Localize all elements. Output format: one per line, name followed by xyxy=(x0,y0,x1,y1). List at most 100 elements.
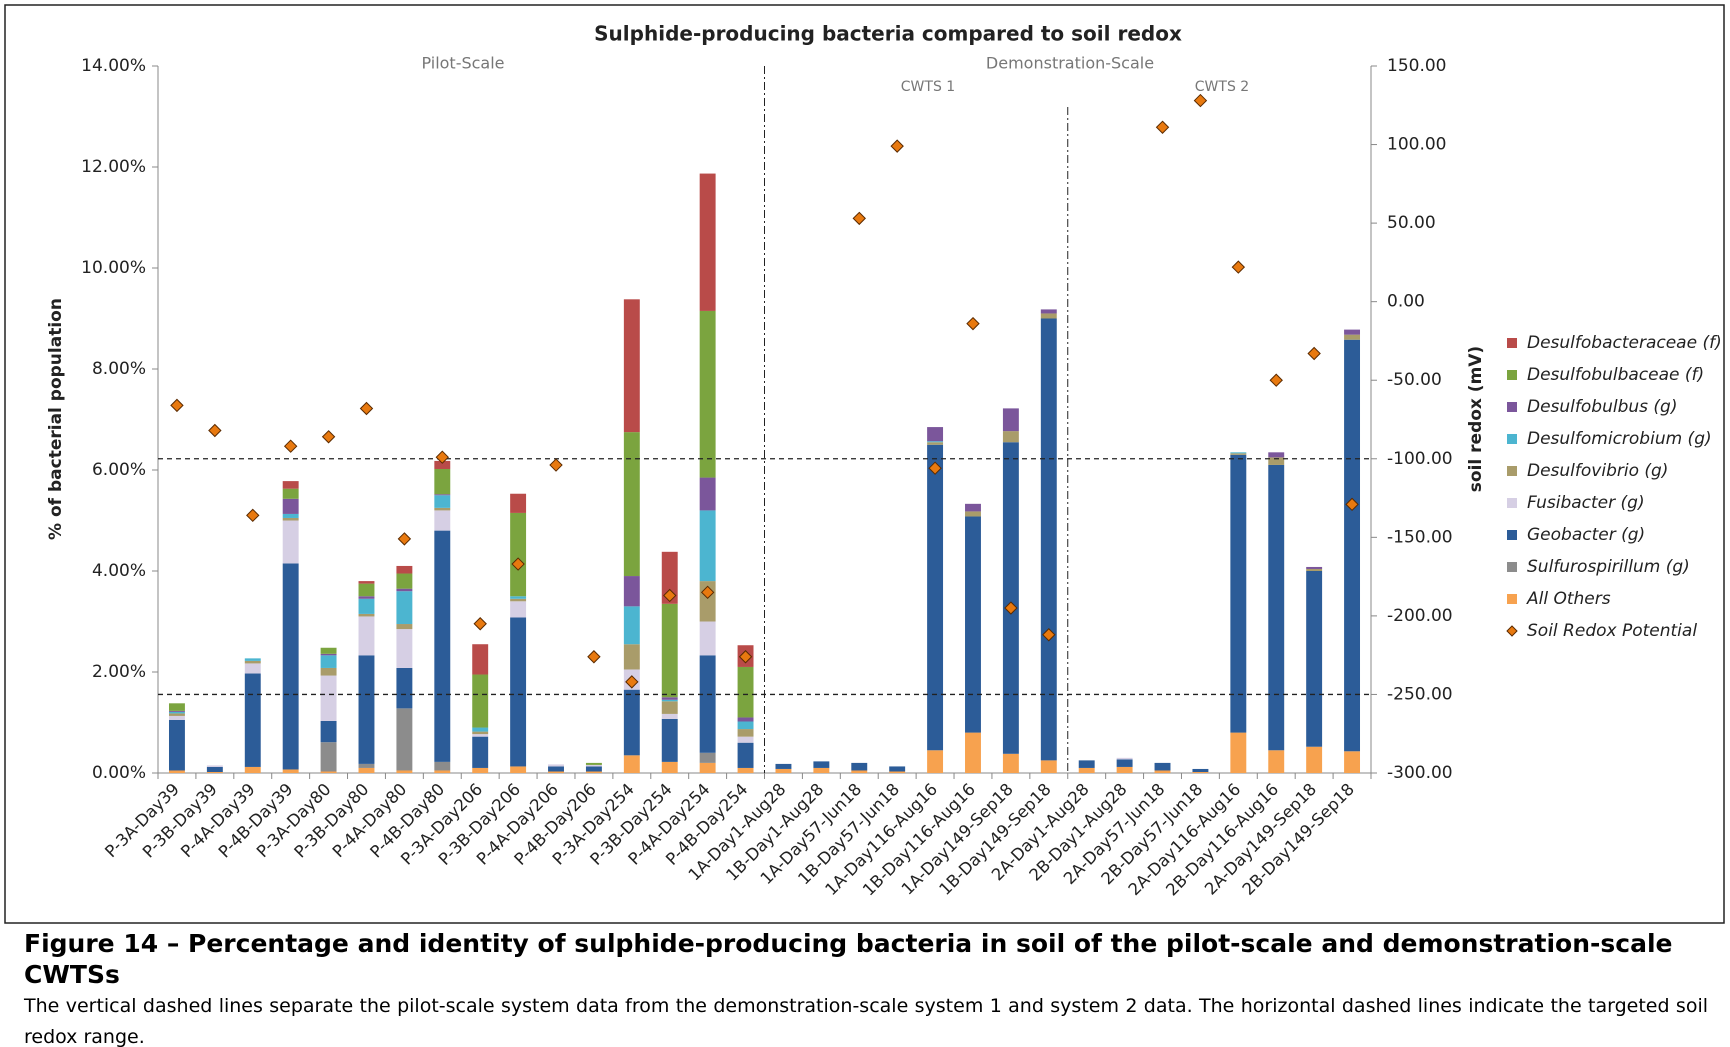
bar-segment xyxy=(282,517,299,521)
bar-segment xyxy=(396,667,413,709)
bar-segment xyxy=(244,658,261,661)
bar-segment xyxy=(1268,750,1285,773)
section-label: CWTS 1 xyxy=(901,79,955,95)
bar-segment xyxy=(434,507,451,511)
bar-segment xyxy=(206,765,223,767)
bar-segment xyxy=(1040,309,1057,314)
bar-segment xyxy=(1268,457,1285,465)
bar-segment xyxy=(1344,334,1361,340)
redox-point xyxy=(1307,346,1321,361)
bar-segment xyxy=(927,441,944,443)
bar-segment xyxy=(1040,313,1057,319)
redox-point xyxy=(435,450,450,464)
bar-segment xyxy=(358,596,375,599)
bar-segment xyxy=(1306,568,1323,571)
bar-segment xyxy=(206,771,223,773)
bar-segment xyxy=(168,713,185,716)
redox-point xyxy=(208,423,222,438)
bar-segment xyxy=(585,764,602,767)
redox-point xyxy=(1269,373,1283,387)
redox-point xyxy=(359,401,374,416)
y2-tick-label: -100.00 xyxy=(1387,449,1453,469)
bar-segment xyxy=(927,427,944,442)
redox-point xyxy=(966,316,980,331)
bar-segment xyxy=(585,766,602,772)
bar-segment xyxy=(661,551,678,604)
y2-tick-label: 150.00 xyxy=(1387,56,1446,76)
bar-segment xyxy=(1002,431,1019,443)
bar-segment xyxy=(282,563,299,770)
bar-segment xyxy=(623,432,640,577)
bar-segment xyxy=(661,603,678,698)
redox-point xyxy=(246,508,260,523)
bar-segment xyxy=(472,731,489,735)
redox-point xyxy=(1042,628,1056,642)
section-label: Pilot-Scale xyxy=(421,54,504,73)
legend-swatch xyxy=(1507,594,1517,604)
y-tick-label: 2.00% xyxy=(92,662,146,682)
bar-segment xyxy=(1078,760,1095,768)
bar-segment xyxy=(889,766,906,772)
bar-segment xyxy=(623,755,640,773)
chart: Sulphide-producing bacteria compared to … xyxy=(4,4,1725,924)
bar-segment xyxy=(1040,760,1057,773)
bar-segment xyxy=(623,299,640,433)
bar-segment xyxy=(168,770,185,773)
bar-segment xyxy=(1230,453,1247,455)
chart-title: Sulphide-producing bacteria compared to … xyxy=(594,22,1182,46)
bar-segment xyxy=(1306,566,1323,569)
bar-segment xyxy=(1230,732,1247,773)
bar-segment xyxy=(358,613,375,617)
section-label: CWTS 2 xyxy=(1195,79,1249,95)
bar-segment xyxy=(1192,768,1209,772)
y-tick-label: 0.00% xyxy=(92,763,146,783)
y2-tick-label: -50.00 xyxy=(1387,370,1442,390)
redox-point xyxy=(1231,260,1246,274)
bar-segment xyxy=(851,770,868,773)
legend-label: Sulfurospirillum (g) xyxy=(1527,557,1690,577)
bar-segment xyxy=(282,769,299,773)
bar-segment xyxy=(1344,339,1361,752)
bar-segment xyxy=(168,719,185,771)
legend-swatch xyxy=(1507,370,1517,380)
bar-segment xyxy=(244,660,261,664)
bar-segment xyxy=(282,481,299,489)
redox-point xyxy=(663,588,677,603)
bar-segment xyxy=(1306,571,1323,747)
bar-segment xyxy=(737,717,754,722)
bar-segment xyxy=(434,530,451,762)
legend-swatch xyxy=(1507,434,1517,444)
redox-point xyxy=(1004,601,1018,615)
bar-segment xyxy=(434,494,451,496)
legend-label: Desulfobulbus (g) xyxy=(1527,397,1677,417)
bar-segment xyxy=(1344,329,1361,335)
bar-segment xyxy=(1154,770,1171,773)
redox-point xyxy=(1193,93,1208,108)
bar-segment xyxy=(396,565,413,574)
bar-segment xyxy=(168,715,185,720)
legend-swatch xyxy=(1507,530,1517,540)
bar-segment xyxy=(737,742,754,768)
bar-segment xyxy=(320,647,337,654)
bar-segment xyxy=(699,477,716,511)
bar-segment xyxy=(927,442,944,445)
bar-segment xyxy=(661,718,678,762)
bar-segment xyxy=(699,510,716,582)
legend-label: All Others xyxy=(1526,589,1611,609)
bar-segment xyxy=(1116,757,1133,760)
bar-segment xyxy=(472,767,489,773)
bar-segment xyxy=(623,689,640,756)
bar-segment xyxy=(737,666,754,718)
y-tick-label: 12.00% xyxy=(81,157,146,177)
bar-segment xyxy=(320,653,337,656)
redox-point xyxy=(511,557,525,571)
bar-segment xyxy=(699,173,716,311)
bar-segment xyxy=(168,710,185,712)
bar-segment xyxy=(282,513,299,518)
redox-point xyxy=(890,139,904,153)
bar-segment xyxy=(1040,318,1057,761)
bar-segment xyxy=(1268,464,1285,751)
bar-segment xyxy=(661,761,678,773)
caption-text: The vertical dashed lines separate the p… xyxy=(24,995,1708,1047)
bar-segment xyxy=(320,667,337,676)
